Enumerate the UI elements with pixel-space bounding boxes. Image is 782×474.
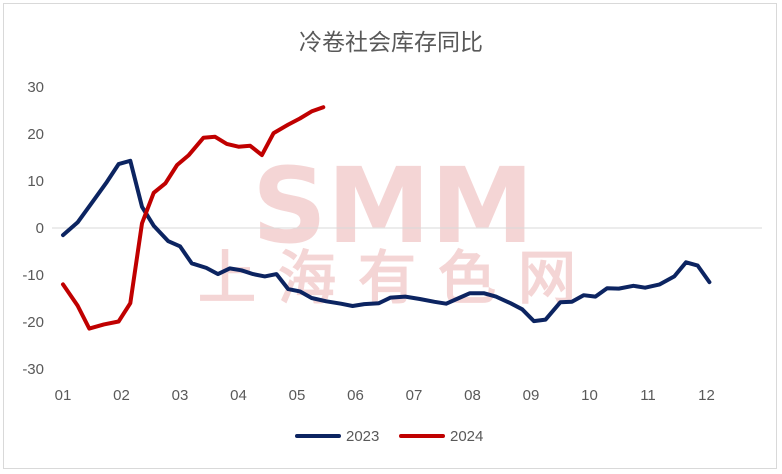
watermark-logo: SMM xyxy=(252,145,534,267)
x-tick-label: 07 xyxy=(406,387,423,404)
x-axis: 01 02 03 04 05 06 07 08 09 10 11 12 xyxy=(55,387,715,404)
x-tick-label: 02 xyxy=(113,387,130,404)
watermark-text: 上海有色网 xyxy=(198,244,598,312)
y-tick-label: -20 xyxy=(22,314,44,331)
x-tick-label: 01 xyxy=(55,387,72,404)
x-tick-label: 03 xyxy=(172,387,189,404)
x-tick-label: 12 xyxy=(698,387,715,404)
legend: 2023 2024 xyxy=(295,428,483,445)
chart-frame xyxy=(3,3,777,469)
x-tick-label: 10 xyxy=(581,387,598,404)
x-tick-label: 06 xyxy=(347,387,364,404)
x-tick-label: 11 xyxy=(640,387,656,404)
y-axis: 30 20 10 0 -10 -20 -30 xyxy=(22,79,44,378)
y-tick-label: 10 xyxy=(27,173,44,190)
x-tick-label: 05 xyxy=(289,387,306,404)
y-tick-label: 30 xyxy=(27,79,44,96)
y-tick-label: 0 xyxy=(36,220,44,237)
legend-label-2024: 2024 xyxy=(450,428,483,445)
x-tick-label: 09 xyxy=(523,387,540,404)
series-lines xyxy=(61,105,712,331)
y-tick-label: -10 xyxy=(22,267,44,284)
series-line-2023 xyxy=(61,158,712,324)
series-line-2024 xyxy=(61,105,326,331)
y-tick-label: 20 xyxy=(27,126,44,143)
x-tick-label: 04 xyxy=(230,387,247,404)
x-tick-label: 08 xyxy=(464,387,481,404)
y-tick-label: -30 xyxy=(22,361,44,378)
legend-label-2023: 2023 xyxy=(346,428,379,445)
chart-title: 冷卷社会库存同比 xyxy=(299,30,483,56)
